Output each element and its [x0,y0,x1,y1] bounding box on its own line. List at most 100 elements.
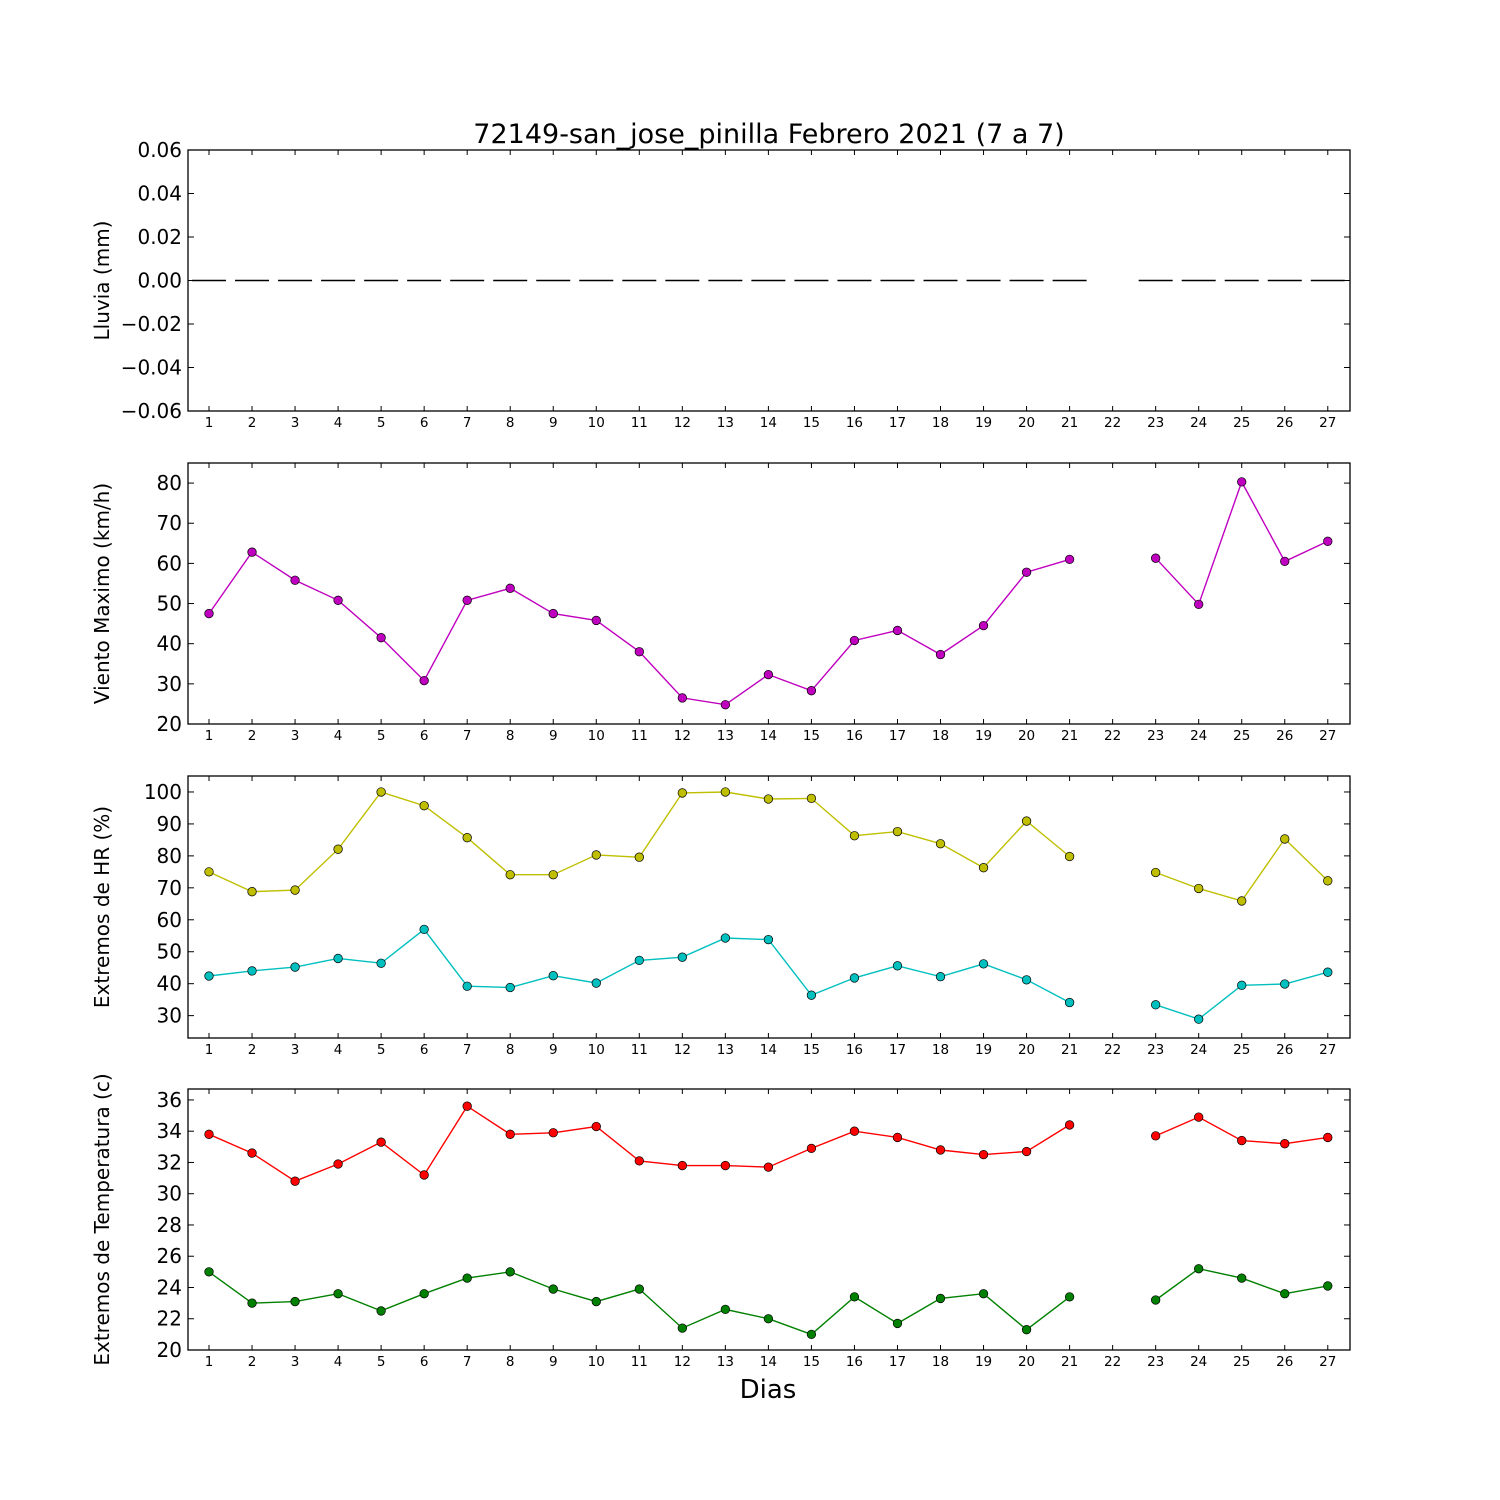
ytick-label: 0.00 [137,269,182,293]
xtick-label: 8 [506,1354,515,1370]
y-axis-label: Viento Maximo (km/h) [90,483,114,704]
xtick-label: 5 [377,1042,386,1058]
data-point [892,1318,903,1329]
data-point [419,924,429,935]
y-axis-label: Extremos de Temperatura (c) [90,1073,114,1365]
data-point [462,1273,472,1283]
xtick-label: 23 [1147,1354,1164,1370]
data-point [290,1296,300,1307]
data-point [290,575,300,585]
data-point [419,801,429,811]
xtick-label: 14 [760,1354,777,1370]
xtick-label: 4 [334,1042,343,1058]
series-2 [204,924,1333,1024]
xtick-label: 20 [1018,1354,1035,1370]
xtick-label: 8 [506,728,515,744]
xtick-label: 15 [803,1354,820,1370]
xtick-label: 5 [377,728,386,744]
xtick-label: 27 [1319,415,1336,431]
ytick-label: 24 [157,1275,182,1299]
data-point [376,1137,386,1147]
data-point [419,1289,429,1299]
data-point [247,1298,257,1308]
ytick-label: 0.02 [137,225,182,249]
data-point [1323,876,1333,886]
data-point [376,633,386,643]
xtick-label: 8 [506,415,515,431]
xtick-label: 9 [549,1042,558,1058]
xtick-label: 9 [549,415,558,431]
data-point [1064,554,1075,565]
xtick-label: 24 [1190,1042,1207,1058]
xtick-label: 22 [1104,728,1121,744]
data-point [1194,1014,1204,1024]
xtick-label: 22 [1104,415,1121,431]
data-point [1064,1292,1075,1302]
data-point [548,1284,558,1294]
data-point [935,839,946,849]
xtick-label: 5 [377,415,386,431]
data-point [677,1160,687,1171]
series-1 [204,1101,1333,1186]
data-point [1237,896,1247,906]
data-point [1280,979,1290,989]
xtick-label: 22 [1104,1354,1121,1370]
data-point [1237,477,1247,487]
xtick-label: 23 [1147,728,1164,744]
data-point [634,1156,644,1166]
data-point [935,649,946,660]
data-point [634,852,644,862]
xtick-label: 23 [1147,1042,1164,1058]
data-point [978,863,989,873]
data-point [204,971,214,981]
ytick-label: 20 [157,1338,182,1362]
xtick-label: 3 [291,415,300,431]
panel-1: 0.060.040.020.00−0.02−0.04−0.06 1 2 3 4 5 6 7 8 9… [90,119,1351,431]
xtick-label: 24 [1190,1354,1207,1370]
data-point [1021,567,1032,577]
data-point [462,595,472,605]
xtick-label: 12 [674,1042,691,1058]
data-point [247,1148,257,1158]
data-point [548,870,558,880]
data-point [1151,867,1161,878]
xtick-label: 14 [760,1042,777,1058]
data-point [419,1170,429,1180]
xtick-label: 27 [1319,1042,1336,1058]
data-point [1194,1112,1204,1122]
ytick-label: 60 [157,551,182,575]
xtick-label: 19 [975,1042,992,1058]
xtick-label: 15 [803,728,820,744]
data-point [204,608,214,619]
data-point [849,1292,860,1302]
data-point [806,990,817,1000]
xtick-label: 22 [1104,1042,1121,1058]
data-point [634,1284,644,1294]
data-point [849,1126,860,1136]
xtick-label: 7 [463,415,472,431]
data-point [591,1121,601,1132]
data-point [462,833,472,843]
xtick-label: 3 [291,1042,300,1058]
xtick-label: 7 [463,1042,472,1058]
series-1 [204,787,1333,906]
data-point [290,1176,300,1186]
xtick-label: 3 [291,728,300,744]
xtick-label: 1 [205,1354,214,1370]
data-point [763,1162,774,1172]
data-point [462,981,472,991]
data-point [763,1314,774,1324]
xtick-label: 9 [549,728,558,744]
data-point [204,1129,214,1139]
data-point [1280,1289,1290,1299]
data-point [720,787,731,797]
data-point [849,973,860,983]
ytick-label: 100 [144,780,182,804]
xtick-label: 24 [1190,415,1207,431]
xtick-label: 18 [932,1354,949,1370]
xtick-label: 1 [205,728,214,744]
ytick-label: 90 [157,812,182,836]
data-point [806,686,817,696]
data-point [376,787,386,797]
xtick-label: 20 [1018,728,1035,744]
